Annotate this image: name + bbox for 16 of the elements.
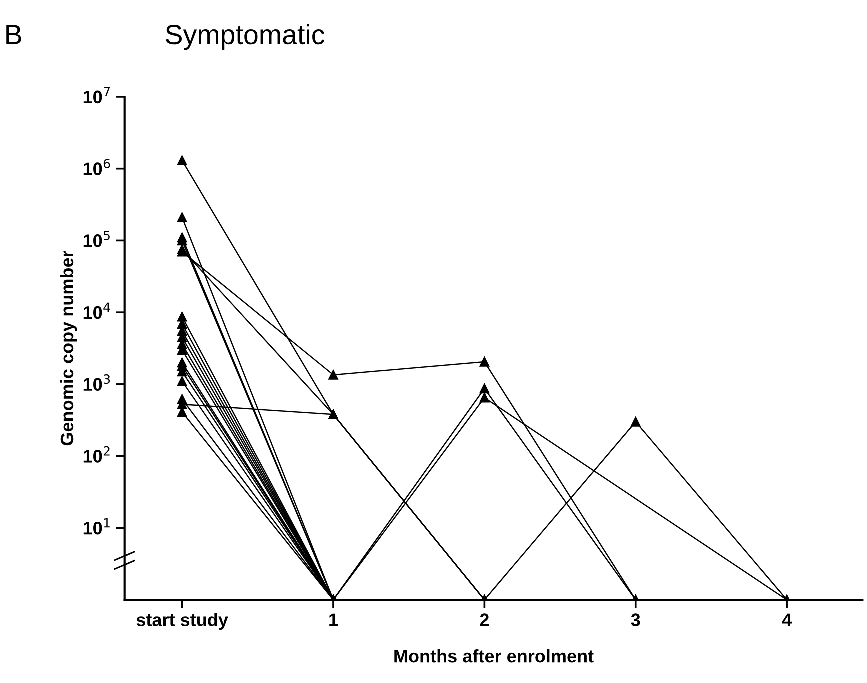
chart-title: Symptomatic [166, 24, 325, 50]
x-tick-label: start study [136, 613, 228, 630]
y-axis-title: Genomic copy number [60, 250, 78, 446]
x-tick-label: 2 [480, 614, 489, 626]
y-tick-label: 10$^{6}$ [84, 158, 110, 176]
x-tick-label: 1 [330, 614, 338, 626]
x-axis-title: Months after enrolment [394, 649, 594, 663]
y-tick-label: 10$^{7}$ [84, 87, 110, 104]
y-tick-label: 10$^{5}$ [84, 231, 110, 248]
y-tick-label: 10$^{3}$ [84, 374, 110, 392]
y-tick-label: 10$^{2}$ [84, 446, 110, 463]
y-tick-label: 10$^{1}$ [84, 518, 110, 535]
y-tick-label: 10$^{4}$ [84, 302, 110, 320]
x-tick-label: 4 [782, 614, 792, 626]
x-tick-label: 3 [631, 614, 640, 626]
text: B [6, 25, 22, 44]
